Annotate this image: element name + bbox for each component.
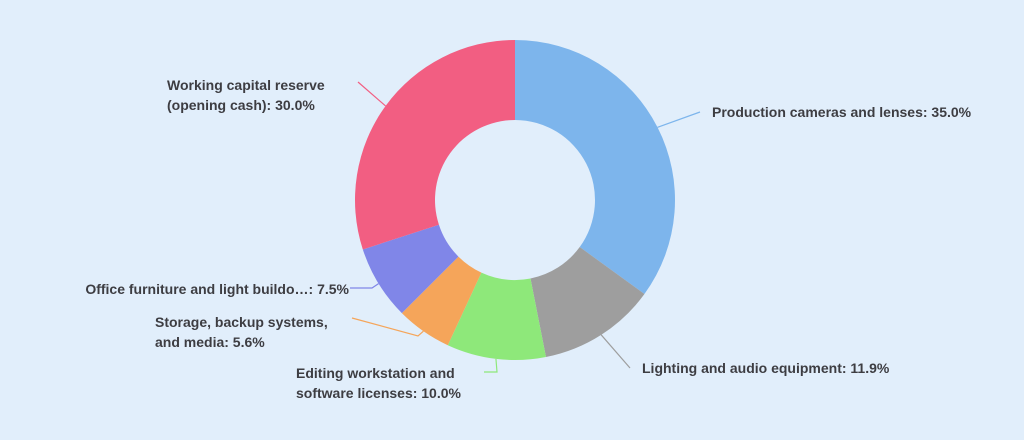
- slice-label-line: and media: 5.6%: [155, 334, 265, 350]
- slice-label-2: Editing workstation and software licenses…: [296, 365, 462, 401]
- slice-0[interactable]: [515, 40, 676, 295]
- slice-label-line: software licenses: 10.0%: [296, 385, 462, 401]
- slice-label-line: Editing workstation and: [296, 365, 455, 381]
- slice-2[interactable]: [447, 272, 546, 360]
- leader-line-1: [600, 334, 631, 369]
- slice-label-line: (opening cash): 30.0%: [167, 97, 315, 113]
- slice-label-line: Storage, backup systems,: [155, 314, 328, 330]
- slice-label-line: Lighting and audio equipment: 11.9%: [642, 360, 890, 376]
- slice-3[interactable]: [401, 256, 482, 346]
- leader-line-2: [484, 358, 498, 373]
- slice-5[interactable]: [355, 40, 515, 250]
- leader-line-4: [350, 283, 379, 289]
- leader-line-5: [357, 81, 386, 107]
- slice-label-line: Production cameras and lenses: 35.0%: [712, 104, 972, 120]
- slice-label-4: Office furniture and light buildo…: 7.5%: [85, 281, 349, 297]
- leader-line-3: [351, 317, 424, 337]
- slice-1[interactable]: [530, 247, 645, 357]
- slice-label-5: Working capital reserve (opening cash): 3…: [167, 77, 325, 113]
- slice-label-line: Working capital reserve: [167, 77, 325, 93]
- leader-line-0: [657, 111, 701, 128]
- slice-4[interactable]: [362, 224, 459, 314]
- slice-label-0: Production cameras and lenses: 35.0%: [712, 104, 972, 120]
- slice-label-1: Lighting and audio equipment: 11.9%: [642, 360, 890, 376]
- slice-label-line: Office furniture and light buildo…: 7.5%: [85, 281, 349, 297]
- slice-label-3: Storage, backup systems, and media: 5.6%: [155, 314, 328, 350]
